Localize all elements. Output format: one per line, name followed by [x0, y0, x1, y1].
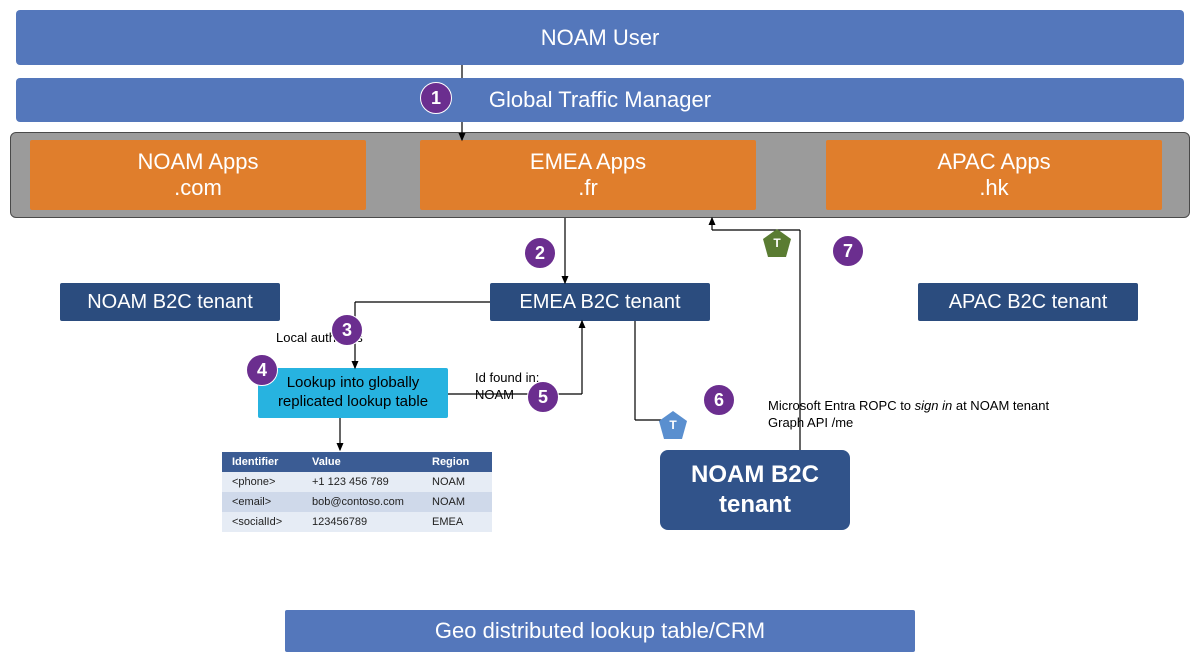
emea-b2c-tenant: EMEA B2C tenant: [490, 283, 710, 321]
token-pentagon-blue: T: [658, 410, 688, 440]
cell: <email>: [222, 492, 302, 512]
big-tenant-line2: tenant: [719, 491, 791, 518]
id-found-line1: Id found in:: [475, 370, 539, 385]
step-num: 4: [257, 360, 267, 381]
noam-apps-line2: .com: [174, 175, 222, 201]
table-row: <socialId> 123456789 EMEA: [222, 512, 492, 532]
noam-b2c-big-tenant: NOAM B2C tenant: [660, 450, 850, 530]
lookup-line1: Lookup into globally: [287, 374, 420, 391]
apac-tenant-label: APAC B2C tenant: [949, 291, 1108, 314]
emea-tenant-label: EMEA B2C tenant: [519, 291, 680, 314]
step-num: 2: [535, 243, 545, 264]
ropc-italic: sign in: [915, 398, 953, 413]
noam-apps-line1: NOAM Apps: [137, 149, 258, 175]
col-value: Value: [302, 452, 422, 472]
ropc-line1b: at NOAM tenant: [952, 398, 1049, 413]
noam-user-bar: NOAM User: [16, 10, 1184, 65]
cell: NOAM: [422, 472, 492, 492]
lookup-line2: replicated lookup table: [278, 393, 428, 410]
token-letter: T: [658, 410, 688, 440]
footer-bar: Geo distributed lookup table/CRM: [285, 610, 915, 652]
apac-b2c-tenant: APAC B2C tenant: [918, 283, 1138, 321]
apac-apps-line2: .hk: [979, 175, 1008, 201]
noam-user-label: NOAM User: [541, 25, 660, 51]
col-identifier: Identifier: [222, 452, 302, 472]
step-num: 5: [538, 387, 548, 408]
lookup-table: Identifier Value Region <phone> +1 123 4…: [222, 452, 492, 532]
id-found-line2: NOAM: [475, 387, 514, 402]
step-3: 3: [331, 314, 363, 346]
emea-apps-line2: .fr: [578, 175, 598, 201]
step-num: 1: [431, 88, 441, 109]
cell: 123456789: [302, 512, 422, 532]
apac-apps-box: APAC Apps .hk: [826, 140, 1162, 210]
ropc-line2: Graph API /me: [768, 415, 853, 430]
step-num: 3: [342, 320, 352, 341]
step-1: 1: [420, 82, 452, 114]
step-num: 7: [843, 241, 853, 262]
big-tenant-line1: NOAM B2C: [691, 461, 819, 488]
token-pentagon-green: T: [762, 228, 792, 258]
table-row: <phone> +1 123 456 789 NOAM: [222, 472, 492, 492]
cell: <socialId>: [222, 512, 302, 532]
step-num: 6: [714, 390, 724, 411]
step-6: 6: [703, 384, 735, 416]
noam-tenant-label: NOAM B2C tenant: [87, 291, 253, 314]
noam-b2c-tenant: NOAM B2C tenant: [60, 283, 280, 321]
emea-apps-box: EMEA Apps .fr: [420, 140, 756, 210]
cell: bob@contoso.com: [302, 492, 422, 512]
step-4: 4: [246, 354, 278, 386]
ropc-label: Microsoft Entra ROPC to sign in at NOAM …: [768, 398, 1049, 432]
col-region: Region: [422, 452, 492, 472]
apac-apps-line1: APAC Apps: [937, 149, 1050, 175]
lookup-box: Lookup into globally replicated lookup t…: [258, 368, 448, 418]
step-5: 5: [527, 381, 559, 413]
global-traffic-manager-bar: Global Traffic Manager: [16, 78, 1184, 122]
cell: +1 123 456 789: [302, 472, 422, 492]
token-letter: T: [762, 228, 792, 258]
footer-label: Geo distributed lookup table/CRM: [435, 618, 765, 644]
ropc-line1a: Microsoft Entra ROPC to: [768, 398, 915, 413]
cell: NOAM: [422, 492, 492, 512]
noam-apps-box: NOAM Apps .com: [30, 140, 366, 210]
gtm-label: Global Traffic Manager: [489, 87, 711, 113]
table-row: <email> bob@contoso.com NOAM: [222, 492, 492, 512]
step-7: 7: [832, 235, 864, 267]
emea-apps-line1: EMEA Apps: [530, 149, 646, 175]
step-2: 2: [524, 237, 556, 269]
cell: EMEA: [422, 512, 492, 532]
cell: <phone>: [222, 472, 302, 492]
